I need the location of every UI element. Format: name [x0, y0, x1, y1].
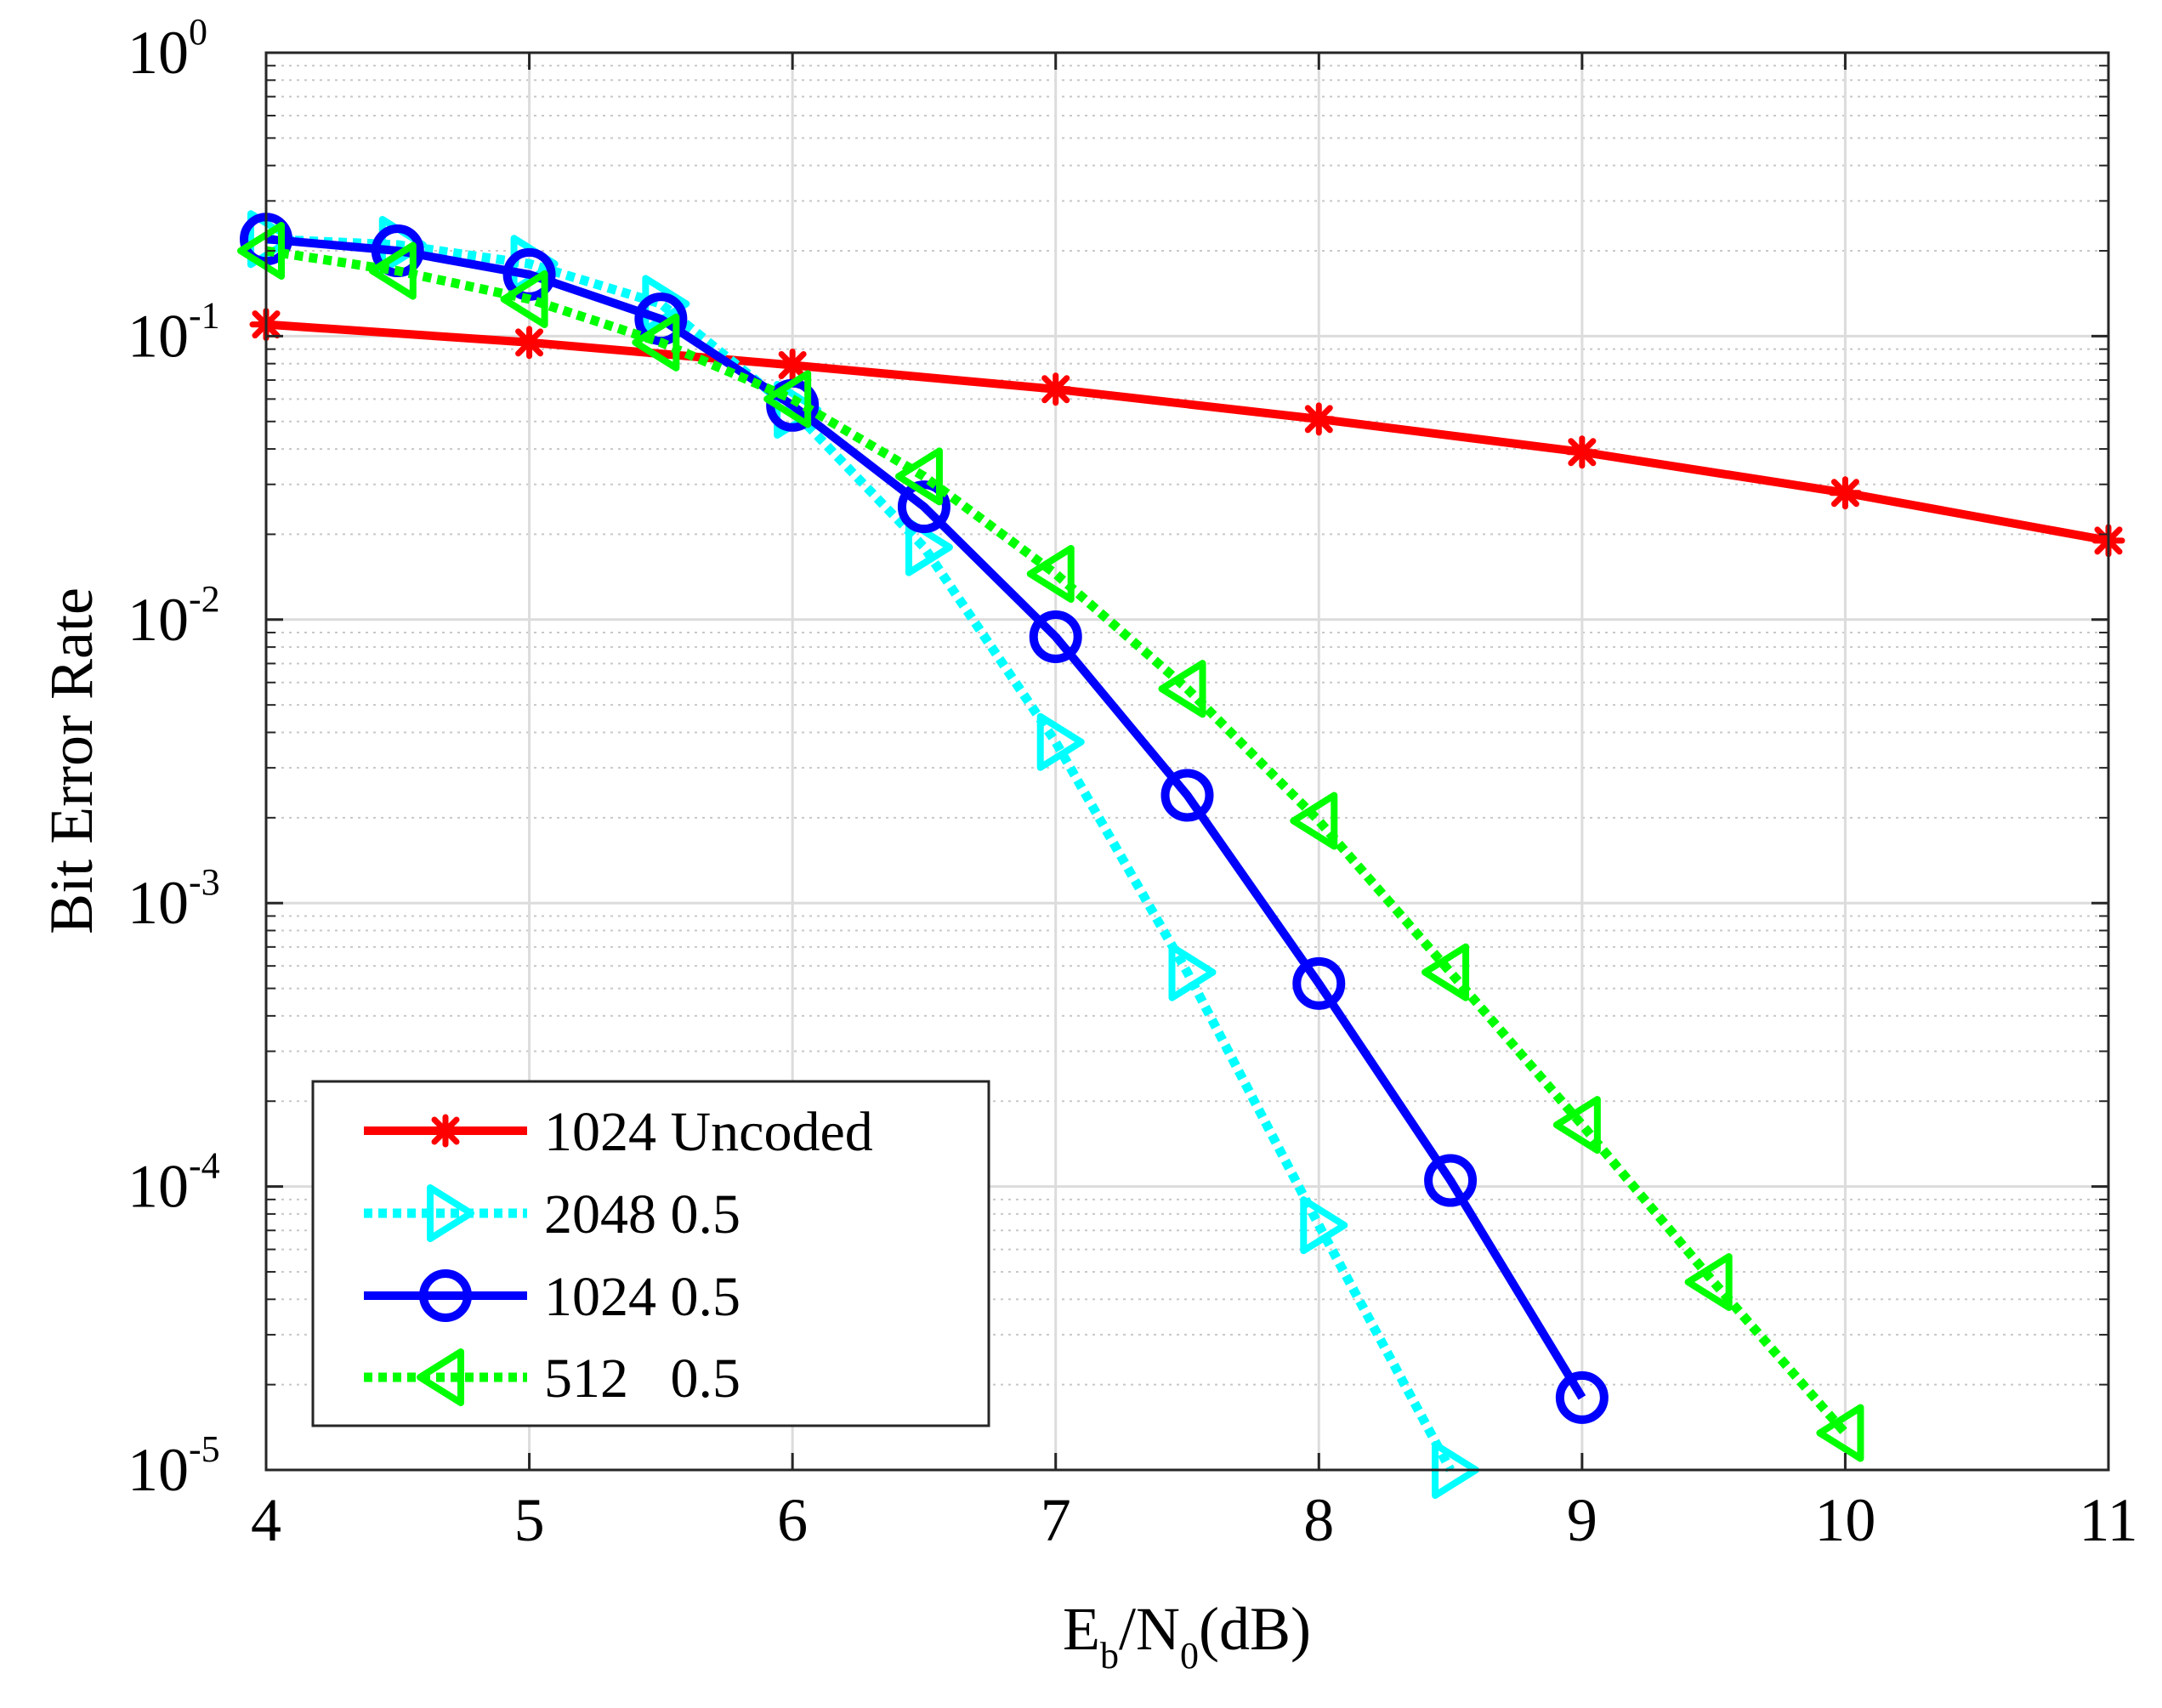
legend: 1024 Uncoded 2048 0.5 1024 0.5 512 0.5 — [311, 1080, 990, 1427]
y-tick-exponent: -2 — [189, 578, 220, 620]
legend-label-512-0.5: 512 0.5 — [544, 1348, 741, 1410]
data-point — [1300, 1196, 1348, 1255]
x-tick-label: 10 — [1814, 1486, 1875, 1554]
series-3 — [237, 222, 1864, 1462]
data-point — [237, 222, 285, 281]
data-point — [1565, 435, 1599, 469]
data-point — [368, 241, 417, 300]
data-point — [632, 313, 680, 372]
x-label-mid: /N — [1119, 1595, 1180, 1663]
y-axis-label: Bit Error Rate — [37, 587, 105, 934]
series-line — [265, 234, 1455, 1473]
plot-frame — [264, 51, 2110, 1472]
legend-samples — [364, 1114, 527, 1406]
axis-ticks — [264, 51, 2110, 1472]
data-point — [1168, 943, 1217, 1002]
y-tick-label: 10-5 — [128, 1428, 220, 1504]
y-tick-exponent: -5 — [189, 1428, 220, 1470]
x-tick-label: 9 — [1567, 1486, 1597, 1554]
series-line — [265, 320, 2109, 545]
y-tick-base: 10 — [128, 1436, 189, 1504]
legend-marker-sample — [427, 1184, 474, 1242]
data-point — [1029, 610, 1082, 663]
x-tick-label: 5 — [514, 1486, 545, 1554]
data-point — [894, 447, 943, 506]
data-point — [513, 326, 547, 360]
x-label-sub1: b — [1100, 1635, 1119, 1677]
data-point — [1816, 1404, 1864, 1462]
data-point — [1160, 769, 1214, 822]
legend-marker-sample — [417, 1348, 464, 1406]
y-tick-base: 10 — [128, 19, 189, 87]
series-layer — [237, 210, 2125, 1499]
legend-marker-sample — [419, 1269, 472, 1322]
data-point — [905, 518, 953, 576]
x-tick-label: 4 — [251, 1486, 281, 1554]
legend-label-1024-0.5: 1024 0.5 — [544, 1266, 741, 1328]
data-point — [897, 480, 950, 534]
y-tick-exponent: -1 — [189, 294, 220, 336]
x-label-sub2: 0 — [1180, 1635, 1199, 1677]
series-line — [265, 235, 1586, 1400]
data-point — [1555, 1370, 1609, 1424]
data-point — [500, 270, 548, 328]
y-tick-label: 10-4 — [128, 1145, 220, 1221]
data-point — [1290, 792, 1338, 850]
y-tick-label: 10-3 — [128, 861, 220, 937]
x-label-base: E — [1063, 1595, 1100, 1663]
legend-label-2048-0.5: 2048 0.5 — [544, 1183, 741, 1246]
data-point — [1552, 1096, 1601, 1155]
legend-box — [311, 1080, 990, 1427]
data-point — [1158, 660, 1206, 718]
y-tick-base: 10 — [128, 869, 189, 937]
y-tick-exponent: -4 — [189, 1145, 220, 1187]
data-point — [775, 349, 809, 383]
y-tick-label: 100 — [128, 11, 207, 87]
series-2 — [240, 213, 1609, 1424]
data-point — [1039, 372, 1073, 406]
x-tick-labels: 4 5 6 7 8 9 10 11 — [251, 1486, 2138, 1554]
y-tick-label: 10-2 — [128, 578, 220, 654]
x-label-tail: (dB) — [1199, 1595, 1311, 1663]
data-point — [1026, 544, 1075, 603]
y-tick-label: 10-1 — [128, 294, 220, 370]
data-point — [763, 370, 812, 428]
y-tick-base: 10 — [128, 302, 189, 370]
data-point — [1421, 943, 1470, 1002]
y-tick-exponent: 0 — [189, 11, 207, 53]
x-axis-label: Eb/N0(dB) — [1063, 1595, 1311, 1677]
data-point — [1424, 1154, 1478, 1207]
data-point — [1684, 1253, 1733, 1312]
legend-marker-sample — [428, 1114, 462, 1148]
x-tick-label: 11 — [2079, 1486, 2137, 1554]
data-point — [1036, 712, 1085, 771]
data-point — [1292, 956, 1346, 1010]
y-tick-exponent: -3 — [189, 861, 220, 903]
series-line — [265, 246, 1849, 1437]
data-point — [1828, 476, 1862, 510]
x-tick-label: 7 — [1041, 1486, 1071, 1554]
y-tick-base: 10 — [128, 586, 189, 654]
data-point — [1302, 402, 1336, 436]
x-tick-label: 6 — [777, 1486, 808, 1554]
y-tick-base: 10 — [128, 1153, 189, 1221]
x-tick-label: 8 — [1303, 1486, 1334, 1554]
legend-label-1024-uncoded: 1024 Uncoded — [544, 1101, 873, 1163]
